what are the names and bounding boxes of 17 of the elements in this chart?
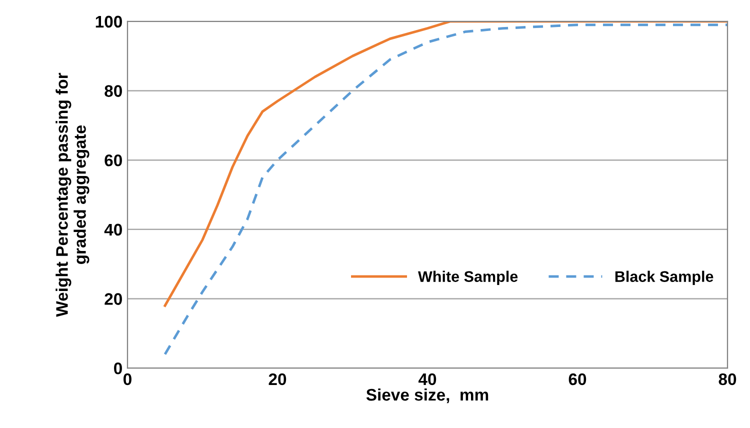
y-tick-label: 40 [104,224,122,236]
y-axis-title: Weight Percentage passing for graded aggregate [56,72,90,317]
x-tick-label: 80 [718,373,736,386]
line-series [164,24,728,356]
x-axis-title: Sieve size, mm [366,388,488,404]
x-tick-label: 40 [418,373,436,386]
x-tick-label: 0 [124,373,132,386]
legend-label: White Sample [418,270,518,285]
x-tick-label: 20 [268,373,286,386]
x-tick-label: 60 [568,373,586,386]
y-tick-label: 100 [96,16,122,28]
line-series [164,21,728,307]
y-tick-label: 20 [104,293,122,305]
y-tick-label: 80 [104,85,122,97]
y-tick-label: 60 [104,154,122,166]
legend-label: Black Sample [615,270,714,285]
y-tick-label: 0 [114,362,122,374]
